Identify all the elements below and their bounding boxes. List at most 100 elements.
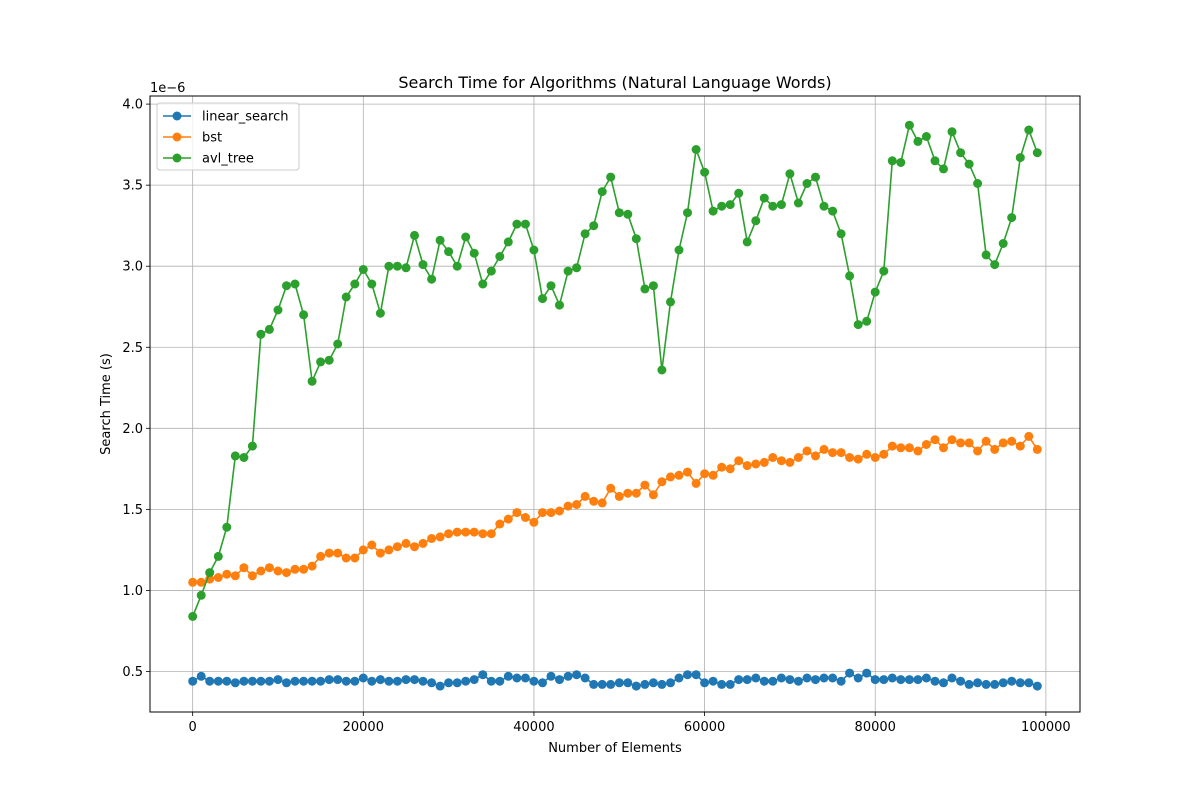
data-point [947,435,957,445]
data-point [836,448,846,458]
data-point [410,230,419,240]
data-point [529,517,539,527]
data-point [896,675,906,685]
data-point [998,239,1008,248]
data-point [538,678,547,688]
data-point [776,200,786,210]
data-point [427,274,437,284]
data-point [657,365,667,375]
data-point [725,679,735,689]
data-point [1007,213,1017,223]
data-point [819,201,829,211]
data-point [350,279,360,289]
data-point [674,245,684,255]
data-point [444,529,454,539]
data-point [921,440,931,449]
data-point [785,675,795,685]
data-point [776,456,786,466]
data-point [555,675,564,685]
data-point [264,676,274,686]
data-point [691,478,701,488]
x-tick-label: 80000 [855,720,896,735]
data-point [836,676,846,686]
legend-marker [172,132,182,142]
data-point [452,261,462,271]
data-point [196,671,206,681]
data-point [845,271,855,281]
data-point [683,208,692,218]
data-point [256,566,266,576]
data-point [358,545,368,555]
data-point [768,453,778,462]
data-point [367,676,377,686]
data-point [930,435,940,445]
data-point [188,577,198,587]
data-point [486,529,496,539]
data-point [828,448,838,458]
y-tick-label: 1.5 [122,503,143,518]
x-axis-label: Number of Elements [548,741,682,756]
data-point [717,462,727,472]
data-point [1032,444,1042,454]
data-point [418,676,428,686]
data-point [213,551,223,561]
data-point [742,237,752,247]
data-point [196,577,206,587]
data-point [700,167,710,177]
data-point [862,316,872,326]
data-point [392,676,402,686]
data-point [461,676,471,686]
data-point [188,611,198,621]
data-point [666,678,675,688]
data-point [759,676,769,686]
data-point [879,266,889,276]
data-point [1015,678,1025,688]
data-point [939,443,948,453]
data-point [819,673,829,683]
data-point [725,200,735,210]
legend-label: avl_tree [202,152,254,167]
data-point [981,250,991,260]
data-point [802,446,812,456]
data-point [290,676,300,686]
data-point [589,496,599,506]
data-point [256,676,266,686]
data-point [324,355,334,365]
data-point [205,676,215,686]
data-point [555,506,564,516]
data-point [264,324,274,334]
data-point [870,675,880,685]
data-point [973,179,983,188]
data-point [913,675,923,685]
data-point [785,169,795,179]
data-point [401,263,411,273]
data-point [674,470,684,480]
data-point [282,281,291,291]
data-point [793,453,803,462]
data-point [427,678,437,688]
data-point [717,201,727,211]
data-point [589,679,599,689]
data-point [887,441,897,451]
data-point [751,459,761,469]
data-point [538,508,547,518]
data-point [478,670,488,680]
data-point [759,457,769,467]
data-point [333,339,343,349]
data-point [776,673,786,683]
chart-title: Search Time for Algorithms (Natural Lang… [398,73,831,92]
data-point [546,281,556,291]
data-point [964,679,974,689]
data-point [640,480,650,490]
data-point [213,676,223,686]
data-point [580,673,590,683]
data-point [503,671,513,681]
data-point [503,237,513,247]
y-axis-offset-text: 1e−6 [150,81,185,96]
y-tick-label: 3.0 [122,260,143,275]
data-point [904,443,914,453]
data-point [879,675,889,685]
data-point [230,571,240,581]
data-point [384,545,394,555]
